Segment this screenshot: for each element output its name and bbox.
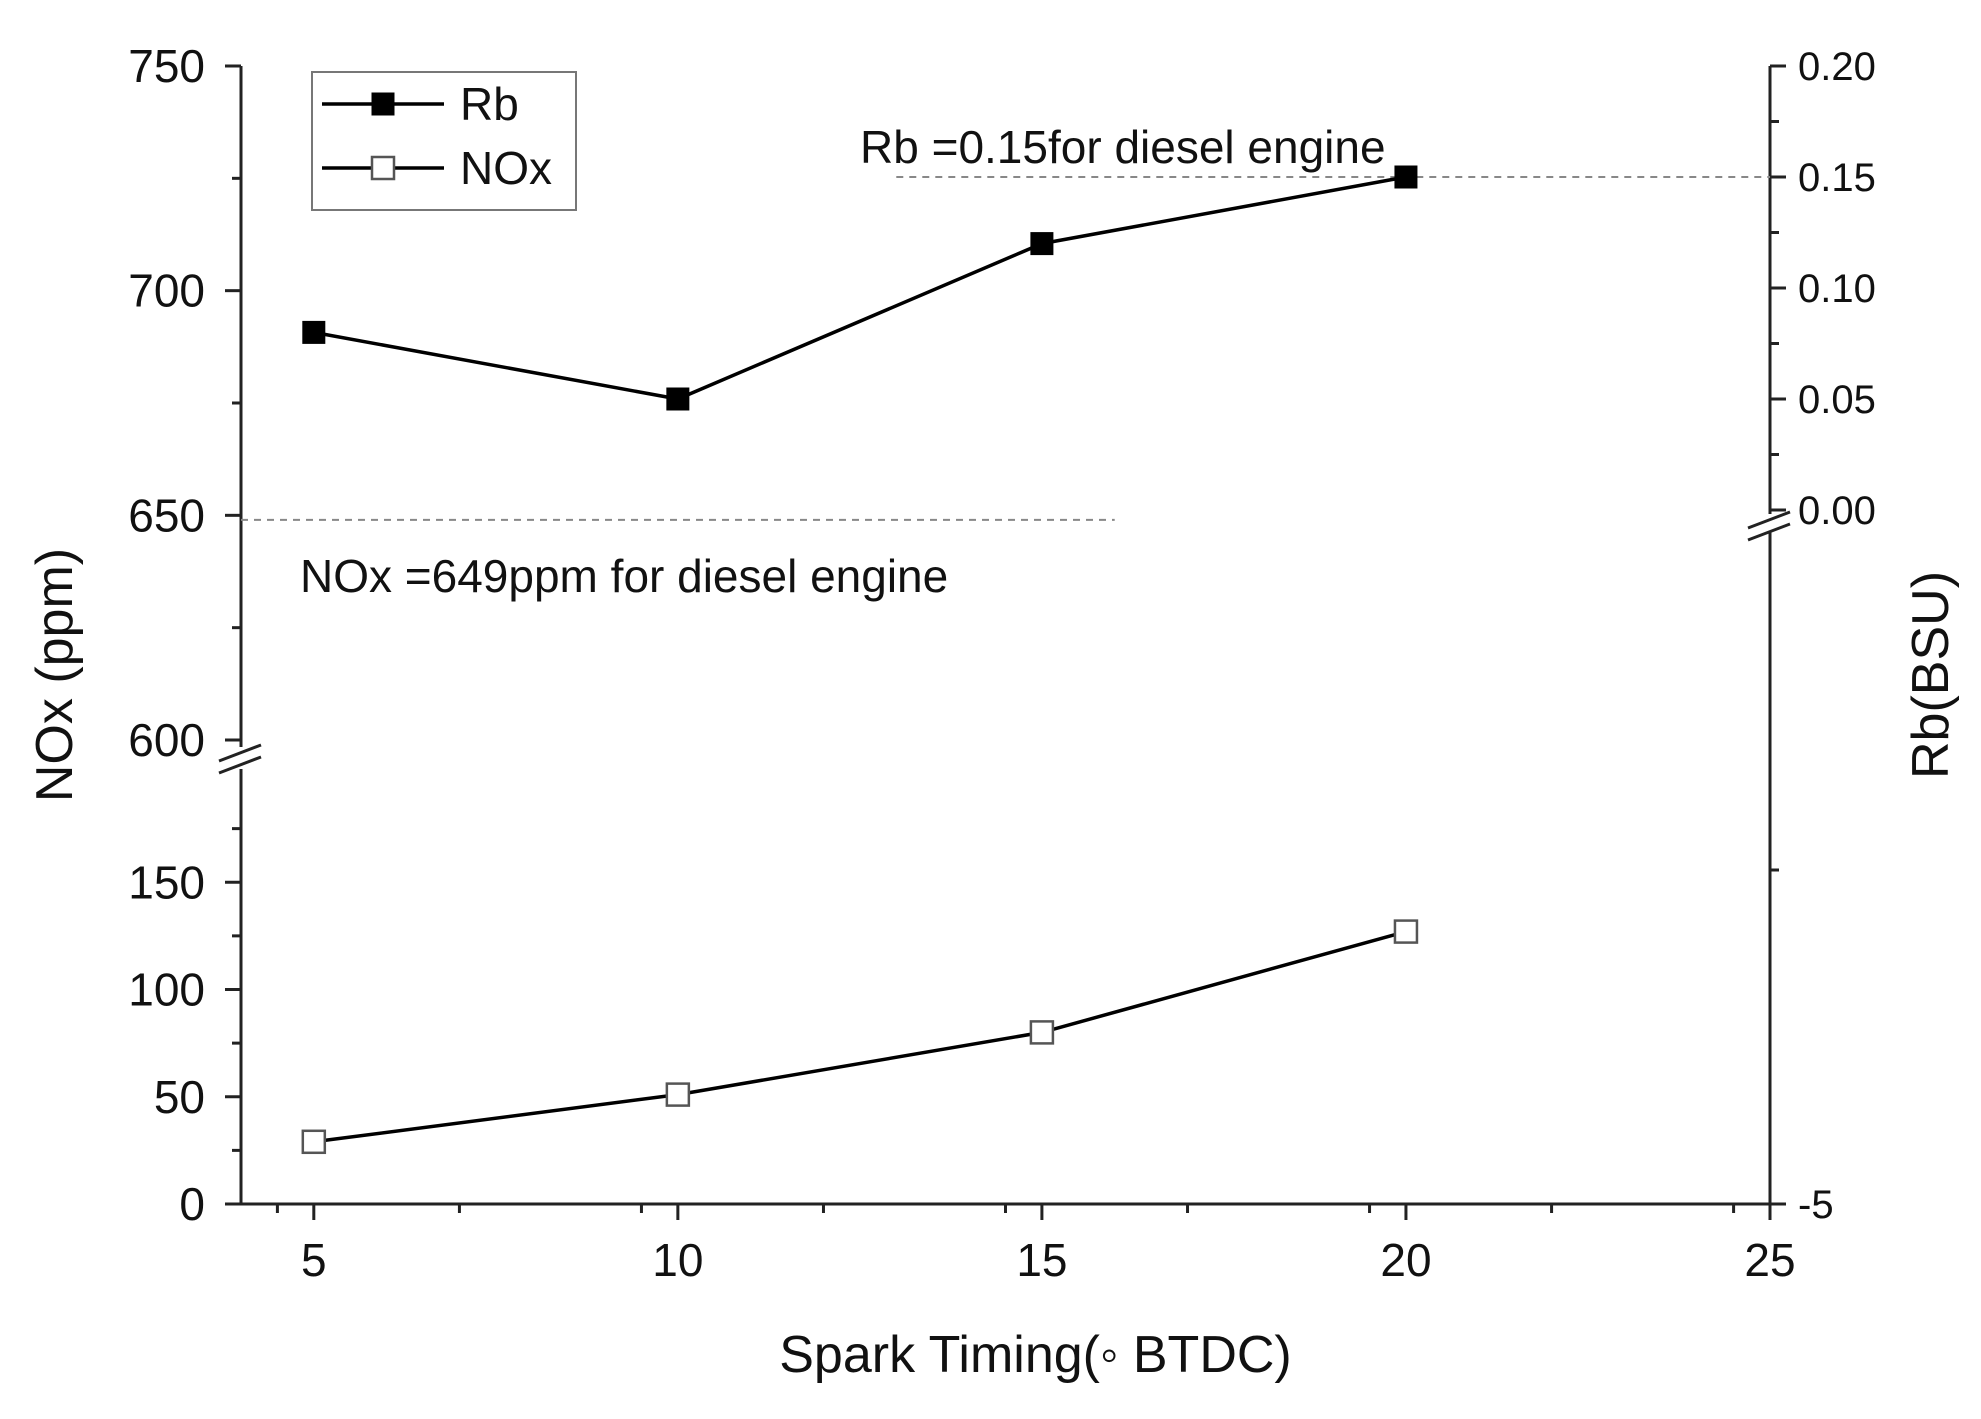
data-point-rb [1030, 232, 1054, 256]
series-line-rb [313, 175, 1407, 401]
y-right-tick-label: -5 [1798, 1183, 1834, 1227]
data-point-nox [665, 1082, 691, 1107]
series-line-nox [313, 929, 1407, 1144]
y-right-break-mark [1747, 510, 1791, 530]
legend-marker-rb [371, 92, 395, 116]
y-right-axis-title: Rb(BSU) [1902, 571, 1960, 779]
reference-lines: Rb =0.15for diesel engine NOx =649ppm for… [241, 121, 1770, 602]
data-point-rb [1394, 165, 1418, 189]
data-point-nox [1029, 1020, 1055, 1045]
y-right-tick-label: 0.20 [1798, 45, 1876, 89]
legend-label-rb: Rb [460, 78, 519, 130]
axes-frame [218, 66, 1791, 1206]
y-left-break-mark [218, 755, 262, 775]
series-layer [301, 165, 1419, 1155]
legend-box [311, 71, 577, 211]
legend-marker-nox [370, 155, 396, 181]
x-tick-label: 15 [1016, 1234, 1067, 1286]
data-point-rb [666, 387, 690, 411]
y-left-break-mark [218, 743, 262, 763]
y-right-tick-label: 0.15 [1798, 156, 1876, 200]
y-right-tick-label: 0.00 [1798, 489, 1876, 533]
x-tick-label: 10 [652, 1234, 703, 1286]
nox-diesel-annotation: NOx =649ppm for diesel engine [300, 550, 948, 602]
rb-diesel-annotation: Rb =0.15for diesel engine [860, 121, 1386, 173]
y-left-tick-label: 100 [128, 964, 205, 1016]
y-left-tick-label: 0 [179, 1178, 205, 1230]
x-axis-title: Spark Timing(◦ BTDC) [779, 1326, 1292, 1384]
y-left-tick-label: 50 [154, 1071, 205, 1123]
legend: Rb NOx [311, 71, 577, 211]
y-right-break-mark [1747, 522, 1791, 542]
y-left-tick-label: 750 [128, 40, 205, 92]
y-right-tick-label: 0.10 [1798, 267, 1876, 311]
legend-label-nox: NOx [460, 142, 552, 194]
y-left-tick-label: 700 [128, 265, 205, 317]
x-tick-label: 5 [301, 1234, 327, 1286]
y-right-tick-label: 0.05 [1798, 378, 1876, 422]
axis-ticks: 5 10 15 20 25 0 50 100 150 600 650 700 750 0.00 0.05 0.… [128, 40, 1876, 1286]
data-point-nox [1393, 919, 1419, 944]
axis-titles: Spark Timing(◦ BTDC) NOx (ppm) Rb(BSU) [26, 548, 1960, 1384]
y-left-tick-label: 650 [128, 489, 205, 541]
y-left-tick-label: 600 [128, 714, 205, 766]
x-tick-label: 20 [1380, 1234, 1431, 1286]
data-point-rb [302, 320, 326, 344]
y-left-axis-title: NOx (ppm) [26, 548, 84, 802]
x-tick-label: 25 [1744, 1234, 1795, 1286]
data-point-nox [301, 1129, 327, 1155]
y-left-tick-label: 150 [128, 856, 205, 908]
